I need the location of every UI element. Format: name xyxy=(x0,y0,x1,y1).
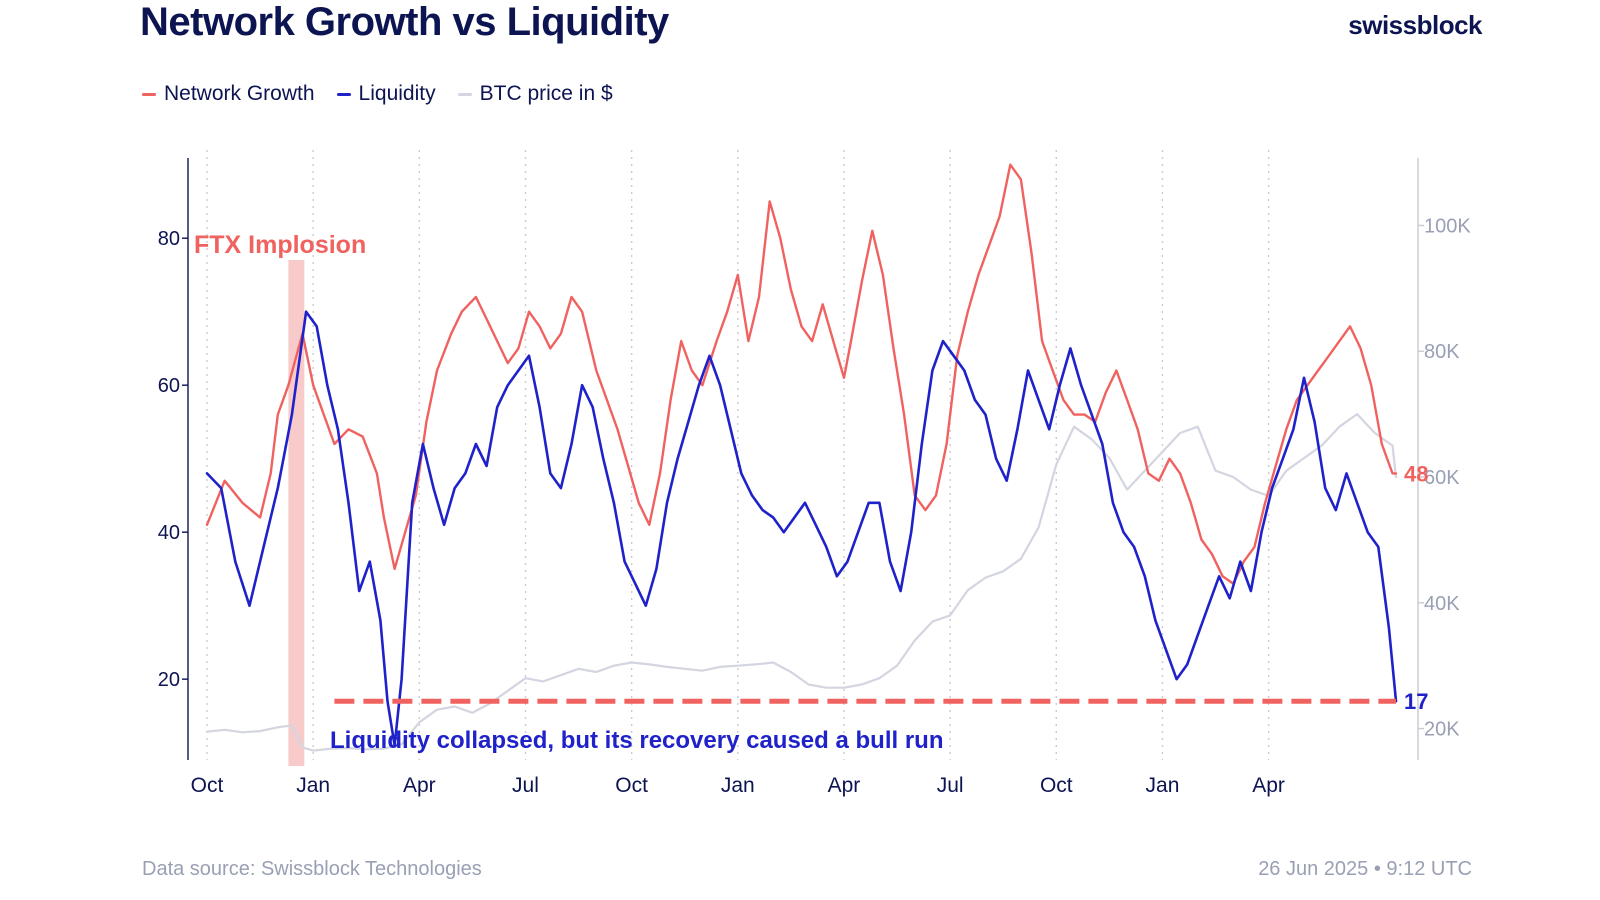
legend-item-btc-price[interactable]: BTC price in $ xyxy=(457,82,613,106)
x-tick-label: Jan xyxy=(1146,774,1180,797)
series-btc-price-line xyxy=(205,413,1398,752)
x-tick-label: Apr xyxy=(403,774,436,797)
x-tick-label: Oct xyxy=(615,774,648,797)
left-tick-label: 80 xyxy=(158,228,180,250)
legend-label-btc-price: BTC price in $ xyxy=(479,82,613,105)
right-tick-label: 20K xyxy=(1424,719,1460,741)
brand-logo: swissblock xyxy=(1348,10,1482,40)
legend-item-network-growth[interactable]: Network Growth xyxy=(142,82,315,106)
x-tick-label: Apr xyxy=(1252,774,1285,797)
data-source: Data source: Swissblock Technologies xyxy=(142,858,482,880)
x-tick-label: Jul xyxy=(937,774,964,797)
end-label-liquidity: 17 xyxy=(1404,689,1428,714)
right-tick-label: 60K xyxy=(1424,467,1460,489)
x-tick-label: Oct xyxy=(1040,774,1073,797)
x-tick-label: Jan xyxy=(296,774,330,797)
right-tick-label: 100K xyxy=(1424,215,1471,237)
legend-label-liquidity: Liquidity xyxy=(358,82,436,105)
chart-title: Network Growth vs Liquidity xyxy=(140,0,669,44)
legend-swatch-liquidity xyxy=(336,92,351,96)
right-tick-label: 40K xyxy=(1424,593,1460,615)
legend-item-liquidity[interactable]: Liquidity xyxy=(336,82,436,106)
legend: Network Growth Liquidity BTC price in $ xyxy=(142,82,613,106)
ftx-highlight-band xyxy=(288,260,305,766)
right-tick-label: 80K xyxy=(1424,341,1460,363)
left-tick-label: 60 xyxy=(158,375,180,397)
legend-swatch-btc-price xyxy=(457,92,472,96)
annotation-liquidity-collapse: Liquidity collapsed, but its recovery ca… xyxy=(330,727,943,754)
end-label-network-growth: 48 xyxy=(1404,461,1428,486)
x-tick-label: Jul xyxy=(512,774,539,797)
legend-label-network-growth: Network Growth xyxy=(164,82,315,105)
x-tick-label: Jan xyxy=(721,774,755,797)
x-tick-label: Oct xyxy=(191,774,224,797)
series-network-growth-line xyxy=(205,163,1398,585)
series-liquidity-line xyxy=(205,310,1398,747)
x-tick-label: Apr xyxy=(828,774,861,797)
legend-swatch-network-growth xyxy=(142,92,156,96)
timestamp: 26 Jun 2025 • 9:12 UTC xyxy=(1258,858,1472,880)
left-tick-label: 20 xyxy=(158,669,180,691)
annotation-ftx-implosion: FTX Implosion xyxy=(194,231,366,259)
left-tick-label: 40 xyxy=(158,522,180,544)
